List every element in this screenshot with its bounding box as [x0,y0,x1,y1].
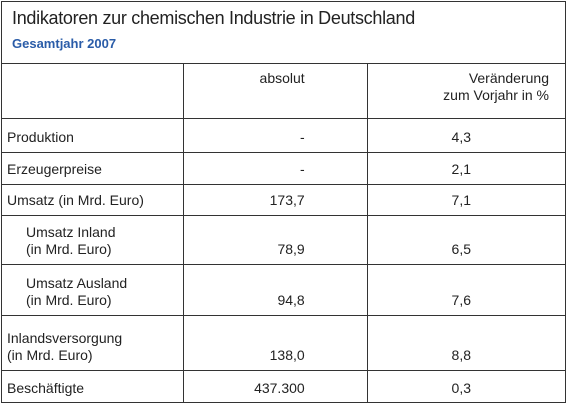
header-row: absolut Veränderung zum Vorjahr in % [2,63,565,119]
value-cell: 7,6 [366,264,565,316]
change-value: 7,6 [451,292,471,308]
row-label: Inlandsversorgung [7,330,123,346]
change-value: 6,5 [451,241,471,257]
row: Umsatz Inland (in Mrd. Euro) 78,9 6,5 [2,215,565,265]
value-cell: - [183,152,368,185]
row: Erzeugerpreise - 2,1 [2,152,565,185]
row-label: Umsatz Ausland [26,275,128,291]
value-cell: 138,0 [183,315,368,371]
header-text: Veränderung [468,70,549,86]
label-cell: Umsatz Inland (in Mrd. Euro) [2,215,184,265]
absolute-value: - [300,129,305,145]
subtitle: Gesamtjahr 2007 [12,36,117,51]
row-label: (in Mrd. Euro) [26,292,112,308]
row-label: Erzeugerpreise [7,161,102,177]
value-cell: 6,5 [366,215,565,265]
absolute-value: 173,7 [269,192,305,208]
label-cell: Umsatz Ausland (in Mrd. Euro) [2,264,184,316]
header-text: zum Vorjahr in % [443,87,549,103]
value-cell: 8,8 [366,315,565,371]
value-cell: - [183,118,368,153]
label-cell: Produktion [2,118,184,153]
row-label: (in Mrd. Euro) [7,347,93,363]
value-cell: 437.300 [183,370,368,403]
value-cell: 4,3 [366,118,565,153]
table: absolut Veränderung zum Vorjahr in % Produk… [2,63,565,403]
value-cell: 94,8 [183,264,368,316]
header-cell [2,63,184,119]
row-label: Produktion [7,129,74,145]
row-label: Beschäftigte [7,379,85,396]
header-cell: absolut [183,63,368,119]
row: Beschäftigte 437.300 0,3 [2,370,565,403]
value-cell: 0,3 [366,370,565,403]
absolute-value: 138,0 [269,347,305,363]
row-label: Umsatz Inland [26,224,116,240]
value-cell: 2,1 [366,152,565,185]
row: Umsatz (in Mrd. Euro) 173,7 7,1 [2,184,565,216]
absolute-value: 94,8 [277,292,305,308]
label-cell: Erzeugerpreise [2,152,184,185]
absolute-value: 78,9 [277,241,305,257]
change-value: 2,1 [451,161,471,177]
label-cell: Umsatz (in Mrd. Euro) [2,184,184,216]
row-label: (in Mrd. Euro) [26,241,112,257]
header-cell: Veränderung zum Vorjahr in % [366,63,565,119]
label-cell: Inlandsversorgung (in Mrd. Euro) [2,315,184,371]
row-label: Umsatz (in Mrd. Euro) [7,192,144,208]
absolute-value: 437.300 [254,379,305,396]
value-cell: 7,1 [366,184,565,216]
row: Produktion - 4,3 [2,118,565,153]
change-value: 0,3 [451,379,471,396]
title: Indikatoren zur chemischen Industrie in … [12,8,415,28]
change-value: 4,3 [451,129,471,145]
absolute-value: - [300,161,305,177]
row: Inlandsversorgung (in Mrd. Euro) 138,0 8,8 [2,315,565,371]
label-cell: Beschäftigte [2,370,184,403]
value-cell: 78,9 [183,215,368,265]
value-cell: 173,7 [183,184,368,216]
change-value: 7,1 [451,192,471,208]
header-text: absolut [259,70,305,86]
row: Umsatz Ausland (in Mrd. Euro) 94,8 7,6 [2,264,565,316]
change-value: 8,8 [451,347,471,363]
